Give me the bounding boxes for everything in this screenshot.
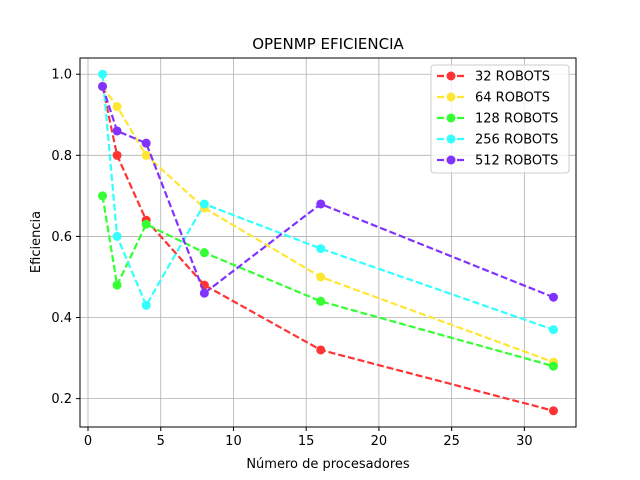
y-tick-label: 0.4 [51,311,72,326]
legend-marker [446,155,456,165]
plot-area-frame [79,57,577,428]
series-line [101,195,554,368]
data-point [316,345,326,355]
axis-ticks: 0 5 10 15 20 25 30 0.2 0.4 0.6 0.8 1.0 [51,68,532,449]
series-line [101,74,554,331]
legend-marker [446,134,456,144]
legend-entry: 256 ROBOTS [437,133,558,148]
data-point [548,325,558,335]
legend-label: 64 ROBOTS [475,91,550,106]
x-tick-label: 30 [516,434,533,449]
x-tick-label: 20 [371,434,388,449]
series-5 [98,81,558,302]
data-point [98,69,108,79]
data-point [548,292,558,302]
legend-label: 128 ROBOTS [475,112,558,127]
x-tick-label: 25 [443,434,460,449]
legend-entry: 64 ROBOTS [437,91,550,106]
data-point [141,300,151,310]
legend-label: 32 ROBOTS [475,70,550,85]
data-point [548,361,558,371]
legend-label: 256 ROBOTS [475,133,558,148]
data-point [141,138,151,148]
y-tick-label: 1.0 [51,68,72,83]
legend-marker [446,92,456,102]
data-point [199,248,209,258]
data-point [316,244,326,254]
chart-title: OPENMP EFICIENCIA [252,35,404,53]
data-point [112,126,122,136]
data-point [112,102,122,112]
legend-marker [446,71,456,81]
x-axis-label: Número de procesadores [246,457,410,472]
legend-entry: 128 ROBOTS [437,112,558,127]
legend-entry: 512 ROBOTS [437,154,558,169]
data-point [112,150,122,160]
legend-marker [446,113,456,123]
data-point [316,272,326,282]
series-line [101,86,554,412]
x-tick-label: 0 [84,434,92,449]
legend-box [430,64,570,174]
data-series [98,69,558,416]
legend-label: 512 ROBOTS [475,154,558,169]
data-point [199,199,209,209]
y-tick-label: 0.2 [51,392,72,407]
legend-entry: 32 ROBOTS [437,70,550,85]
data-point [98,191,108,201]
x-tick-label: 15 [298,434,315,449]
series-3 [98,191,558,371]
data-point [316,296,326,306]
x-tick-label: 10 [225,434,242,449]
data-point [141,219,151,229]
y-axis-label: Eficiencia [29,211,44,273]
data-point [112,231,122,241]
data-point [112,280,122,290]
series-4 [98,69,558,335]
y-tick-label: 0.8 [51,149,72,164]
data-point [141,150,151,160]
legend: 32 ROBOTS 64 ROBOTS 128 ROBOTS 256 ROBOTS 51… [430,64,570,174]
data-point [98,81,108,91]
x-tick-label: 5 [157,434,165,449]
y-tick-label: 0.6 [51,230,72,245]
data-point [199,288,209,298]
series-2 [98,81,558,367]
data-point [316,199,326,209]
data-point [548,406,558,416]
